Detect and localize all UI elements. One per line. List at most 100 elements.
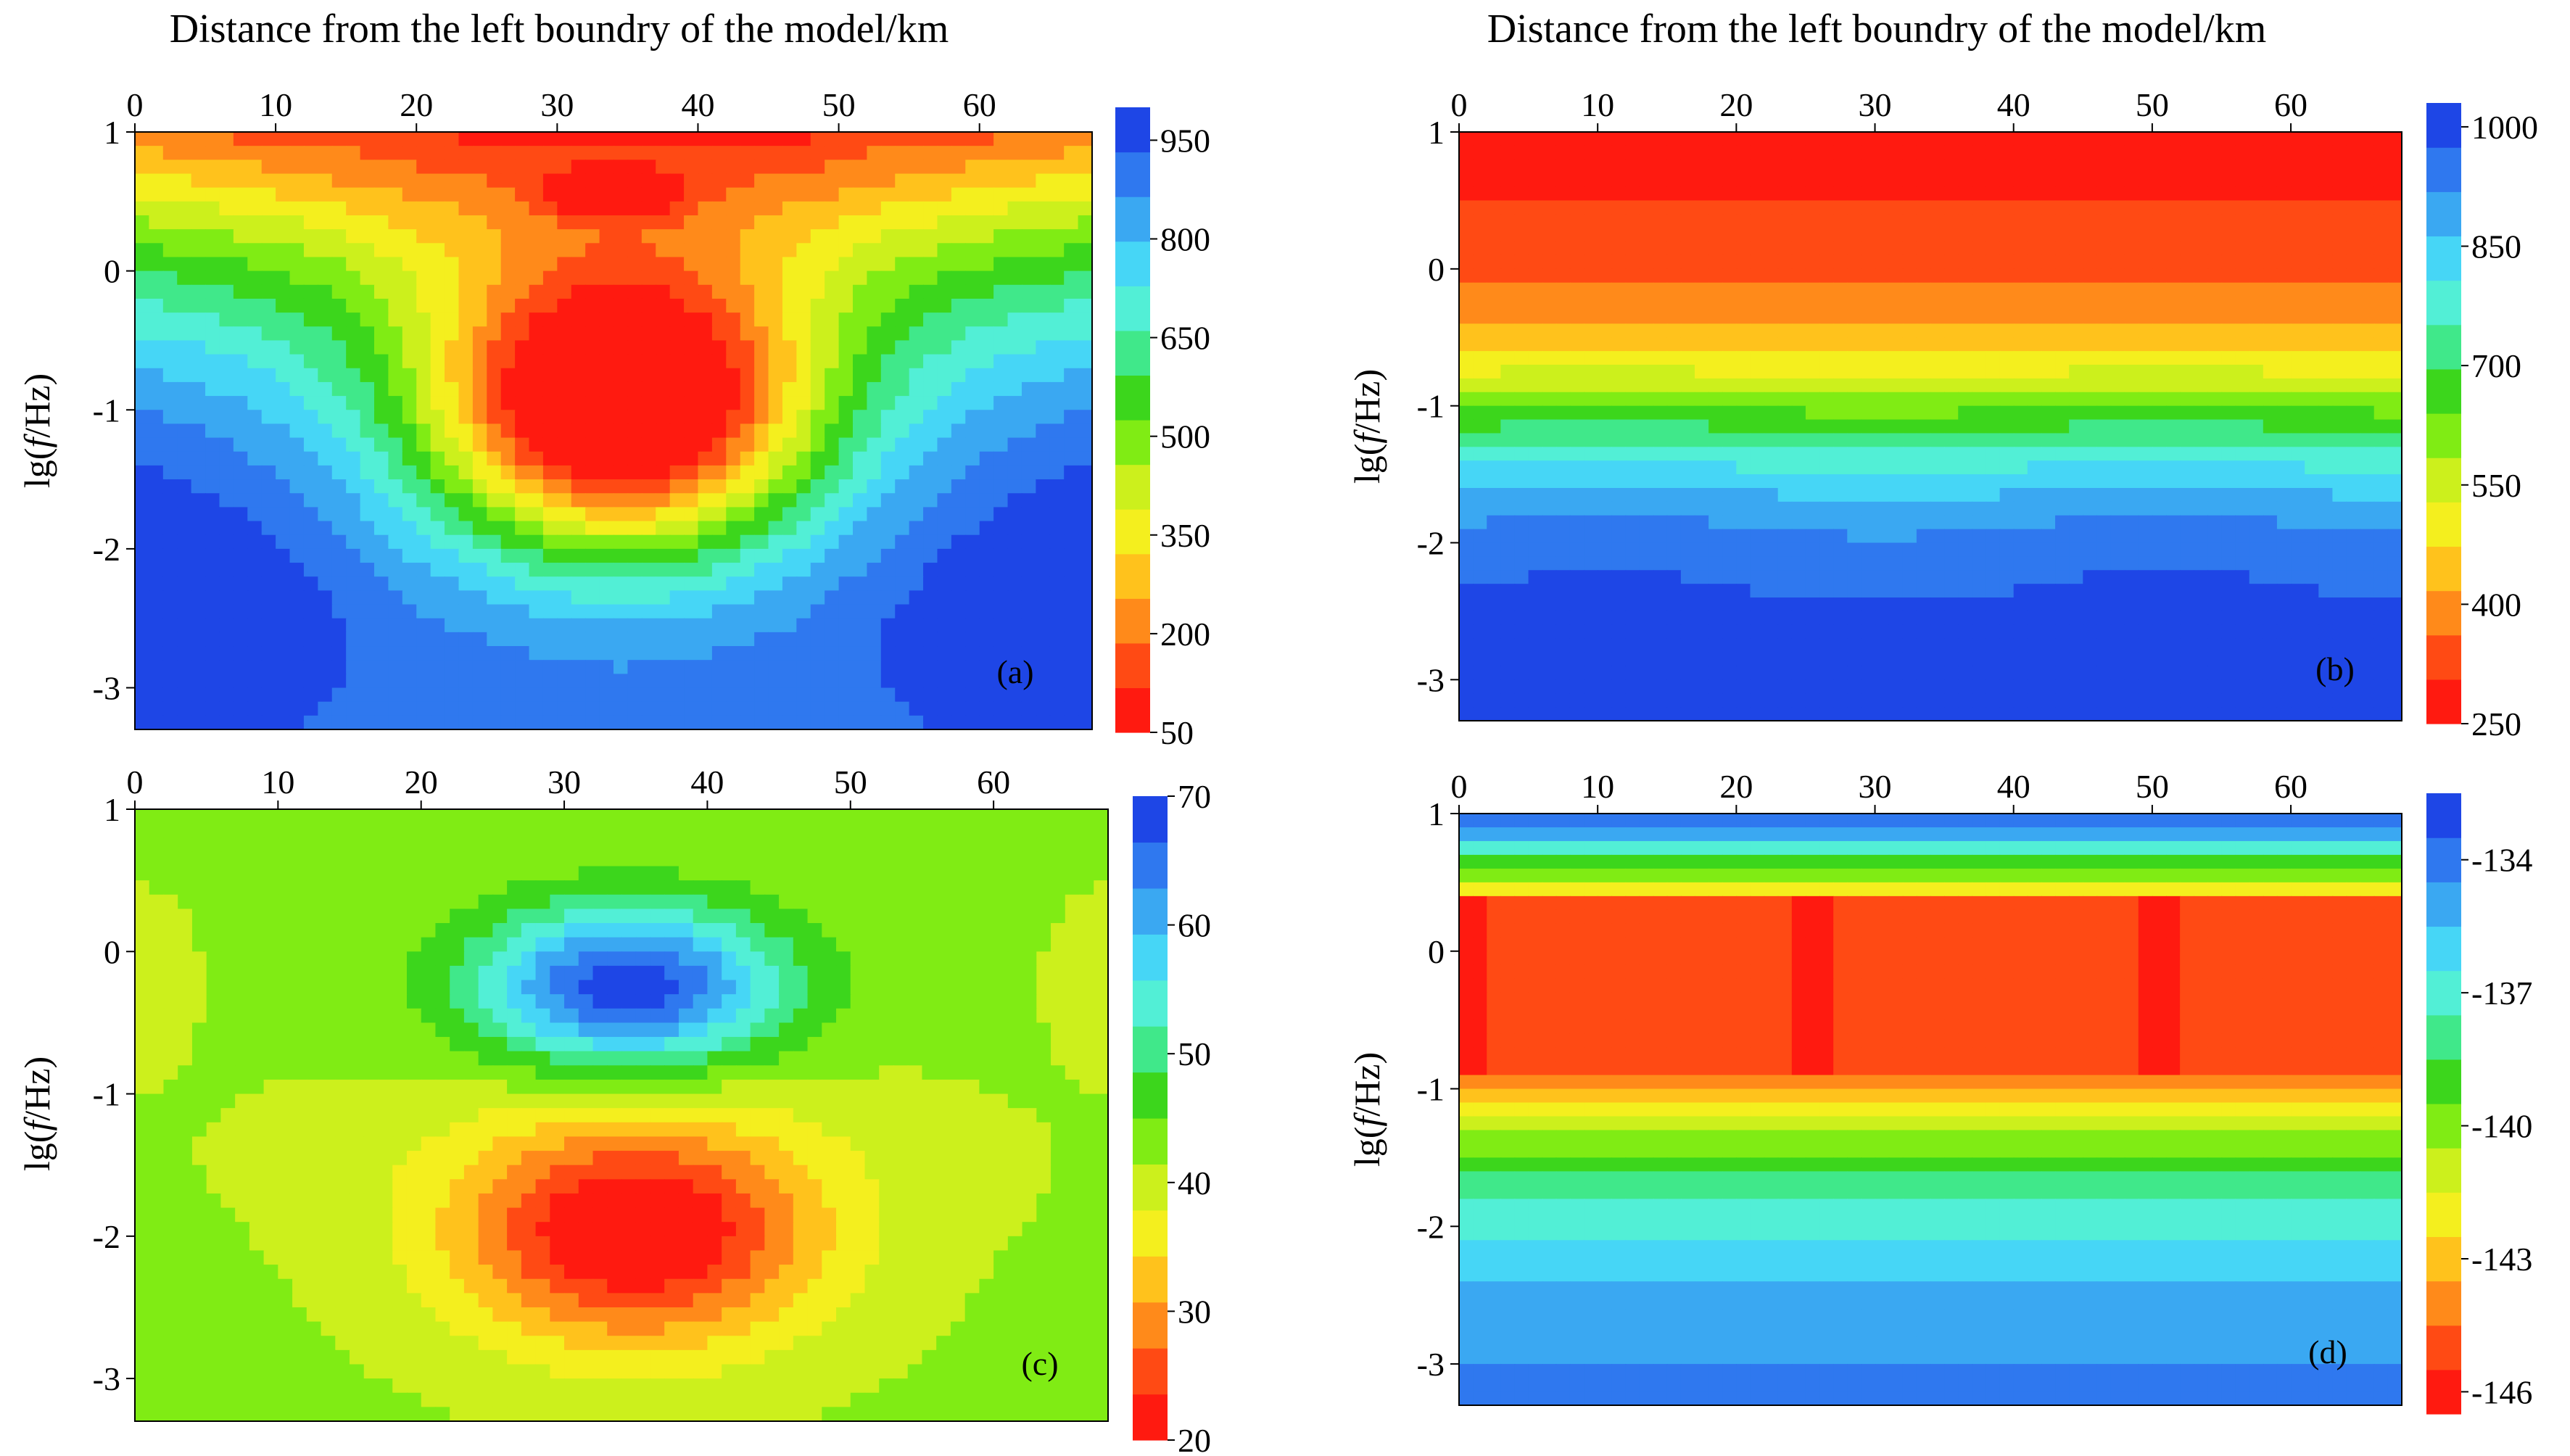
heatmap-cell (825, 534, 840, 550)
heatmap-cell (754, 284, 769, 299)
heatmap-cell (346, 270, 361, 286)
heatmap-cell (641, 674, 657, 689)
heatmap-cell (219, 465, 234, 480)
heatmap-cell (768, 201, 783, 216)
heatmap-cell (219, 313, 234, 328)
heatmap-cell (726, 479, 741, 495)
heatmap-cell (233, 465, 249, 480)
heatmap-cell (529, 298, 544, 313)
heatmap-cell (430, 410, 445, 425)
heatmap-cell (853, 493, 868, 508)
heatmap-cell (613, 173, 629, 189)
heatmap-cell (557, 284, 572, 299)
heatmap-cell (162, 493, 178, 508)
heatmap-cell (754, 687, 769, 703)
y-tick-label: 1 (104, 114, 120, 151)
heatmap-cell (2263, 268, 2278, 284)
heatmap-cell (191, 410, 206, 425)
heatmap-cell (1777, 132, 1793, 146)
heatmap-cell (2138, 392, 2153, 407)
heatmap-cell (2180, 214, 2195, 228)
heatmap-cell (458, 563, 474, 578)
heatmap-cell (219, 270, 234, 286)
heatmap-cell (1078, 368, 1093, 383)
heatmap-cell (500, 298, 516, 313)
heatmap-cell (1680, 487, 1695, 502)
heatmap-cell (2013, 433, 2028, 448)
heatmap-cell (219, 548, 234, 563)
heatmap-cell (1791, 132, 1806, 146)
heatmap-cell (2235, 351, 2250, 365)
heatmap-cell (205, 354, 220, 369)
heatmap-cell (557, 326, 572, 342)
heatmap-cell (796, 368, 811, 383)
heatmap-cell (1722, 515, 1738, 530)
heatmap-cell (1861, 337, 1876, 352)
heatmap-cell (585, 298, 600, 313)
heatmap-cell (711, 423, 727, 439)
heatmap-cell (1473, 186, 1488, 202)
heatmap-cell (641, 381, 657, 397)
heatmap-cell (1064, 646, 1079, 661)
heatmap-cell (796, 257, 811, 272)
heatmap-cell (2180, 433, 2195, 448)
heatmap-cell (177, 368, 192, 383)
heatmap-cell (303, 270, 319, 286)
heatmap-cell (895, 257, 910, 272)
heatmap-cell (529, 674, 544, 689)
heatmap-cell (599, 604, 614, 619)
heatmap-cell (1944, 529, 1959, 544)
heatmap-cell (1007, 576, 1022, 592)
heatmap-cell (599, 201, 614, 216)
heatmap-cell (853, 563, 868, 578)
heatmap-cell (445, 326, 460, 342)
heatmap-cell (796, 187, 811, 202)
heatmap-cell (177, 715, 192, 730)
heatmap-cell (557, 201, 572, 216)
heatmap-cell (2027, 228, 2042, 242)
heatmap-cell (1473, 296, 1488, 311)
heatmap-cell (205, 618, 220, 633)
heatmap-cell (458, 715, 474, 730)
heatmap-cell (698, 715, 713, 730)
heatmap-cell (1528, 255, 1543, 270)
heatmap-cell (1611, 501, 1627, 516)
heatmap-cell (318, 423, 333, 439)
heatmap-cell (276, 326, 291, 342)
colorbar-segment (1115, 330, 1150, 376)
heatmap-cell (2083, 228, 2098, 242)
heatmap-cell (233, 590, 249, 605)
heatmap-cell (979, 187, 994, 202)
heatmap-cell (331, 215, 347, 230)
heatmap-cell (1459, 310, 1474, 325)
heatmap-cell (402, 326, 418, 342)
heatmap-cell (2263, 323, 2278, 339)
heatmap-cell (1736, 365, 1751, 379)
heatmap-cell (1528, 241, 1543, 256)
heatmap-cell (1569, 296, 1584, 311)
heatmap-cell (585, 243, 600, 258)
heatmap-cell (1972, 145, 1987, 160)
heatmap-cell (1514, 132, 1529, 146)
heatmap-cell (219, 284, 234, 299)
heatmap-cell (1986, 351, 2001, 365)
heatmap-cell (261, 687, 276, 703)
heatmap-cell (1764, 515, 1779, 530)
heatmap-cell (135, 646, 150, 661)
heatmap-cell (2027, 200, 2042, 215)
heatmap-cell (135, 173, 150, 189)
heatmap-cell (1666, 337, 1682, 352)
heatmap-cell (1555, 501, 1571, 516)
heatmap-cell (1542, 323, 1557, 339)
heatmap-cell (247, 410, 263, 425)
heatmap-cell (993, 201, 1009, 216)
heatmap-cell (388, 354, 403, 369)
heatmap-cell (1036, 410, 1051, 425)
heatmap-cell (909, 507, 924, 522)
heatmap-cell (191, 618, 206, 633)
heatmap-cell (810, 270, 825, 286)
heatmap-cell (2305, 241, 2320, 256)
heatmap-cell (627, 340, 642, 355)
heatmap-cell (2332, 501, 2347, 516)
